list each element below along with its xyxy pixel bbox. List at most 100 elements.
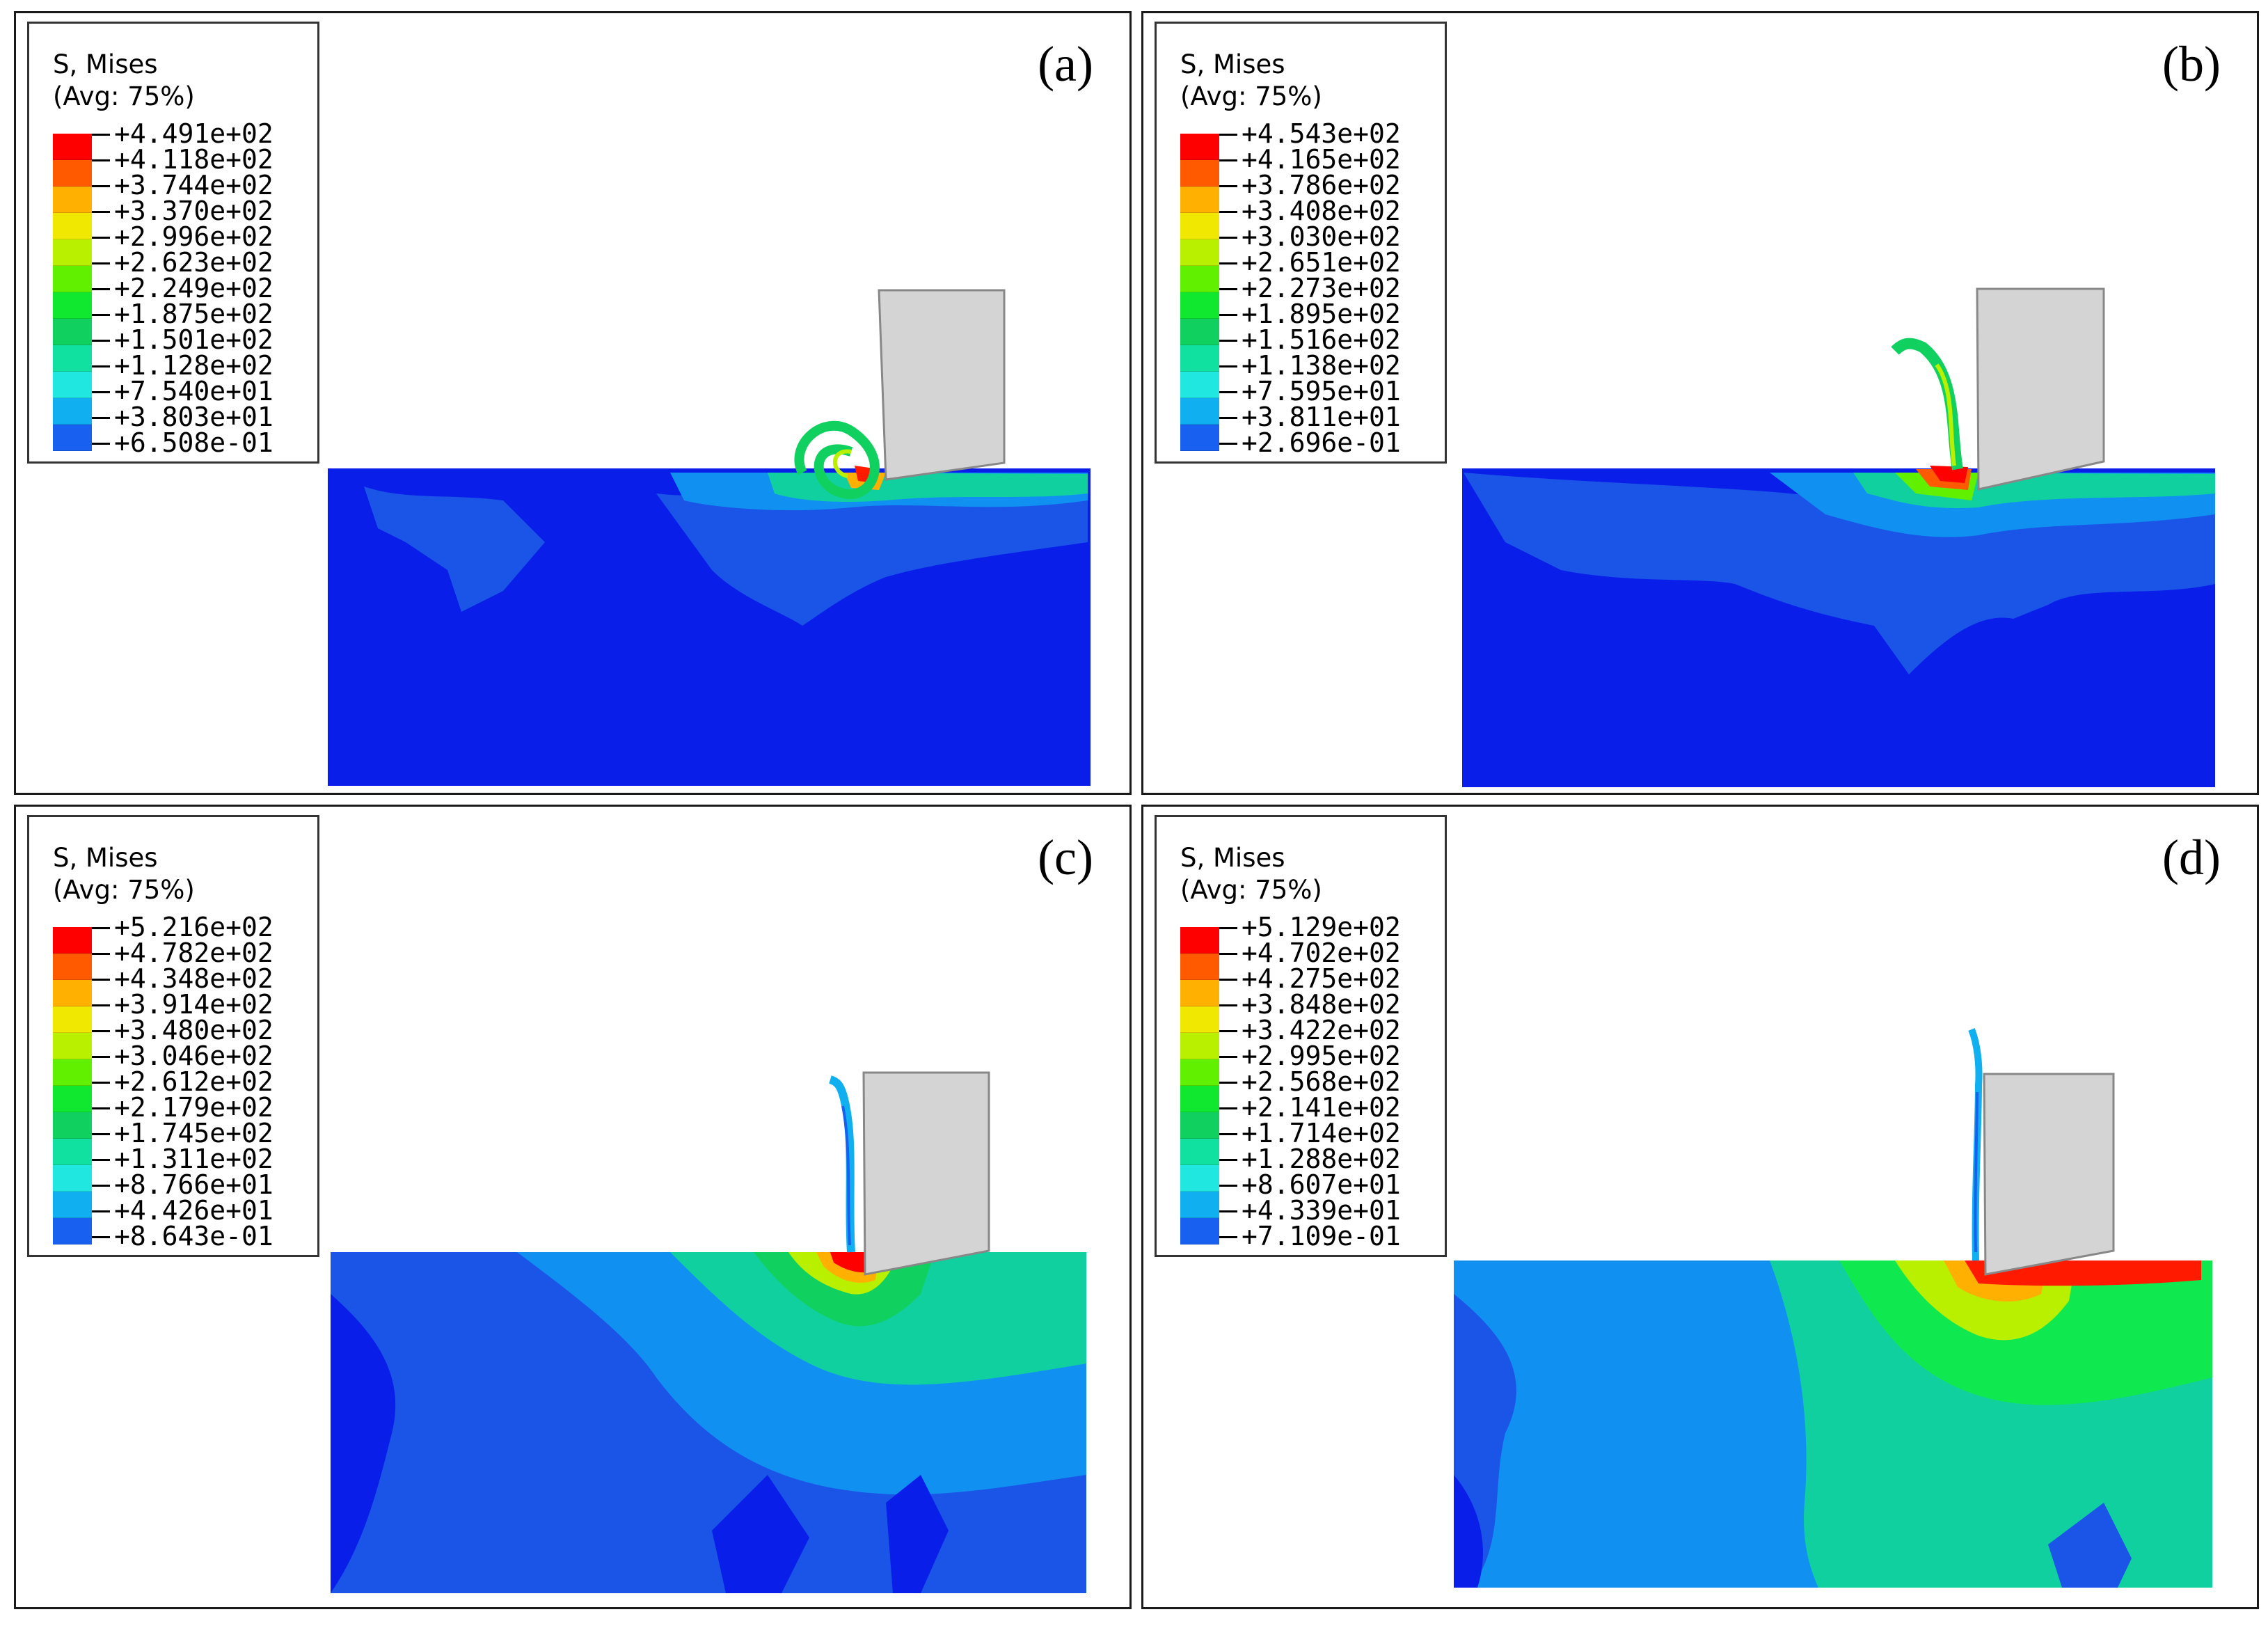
legend-value: +2.612e+02 bbox=[79, 1068, 273, 1095]
color-swatch bbox=[53, 319, 92, 345]
legend-value: +5.129e+02 bbox=[1207, 914, 1401, 940]
legend-values: +4.543e+02 +4.165e+02 +3.786e+02 +3.408e+02… bbox=[1207, 120, 1401, 456]
chip bbox=[794, 420, 880, 500]
legend-value: +2.179e+02 bbox=[79, 1094, 273, 1121]
color-swatch bbox=[1180, 345, 1219, 372]
panel-label: (a) bbox=[1038, 36, 1093, 92]
color-swatch bbox=[53, 1139, 92, 1165]
chip bbox=[841, 1105, 851, 1246]
color-swatch bbox=[1180, 1033, 1219, 1059]
legend-value: +4.348e+02 bbox=[79, 965, 273, 992]
chip bbox=[1891, 338, 1963, 471]
legend-value: +4.118e+02 bbox=[79, 146, 273, 173]
legend-value: +4.165e+02 bbox=[1207, 146, 1401, 173]
stress-contour bbox=[1454, 1475, 1483, 1588]
color-swatch bbox=[53, 1112, 92, 1139]
color-swatch bbox=[53, 398, 92, 425]
stress-field-c bbox=[331, 1071, 1086, 1593]
legend-value: +3.744e+02 bbox=[79, 172, 273, 198]
legend-value: +4.426e+01 bbox=[79, 1197, 273, 1224]
legend: S, Mises (Avg: 75%) +5.216e+02 +4.782e+02… bbox=[27, 815, 319, 1257]
legend-value: +1.745e+02 bbox=[79, 1120, 273, 1146]
legend-title: S, Mises (Avg: 75%) bbox=[53, 843, 195, 905]
panel-b: S, Mises (Avg: 75%) +4.543e+02 +4.165e+02… bbox=[1141, 11, 2259, 795]
legend-value: +2.696e-01 bbox=[1207, 429, 1401, 456]
legend-value: +4.275e+02 bbox=[1207, 965, 1401, 992]
legend-value: +1.138e+02 bbox=[1207, 352, 1401, 379]
color-swatch bbox=[53, 927, 92, 954]
color-swatch bbox=[1180, 954, 1219, 980]
color-swatch bbox=[1180, 1086, 1219, 1112]
stress-contour bbox=[2048, 1503, 2132, 1588]
color-swatch bbox=[1180, 292, 1219, 319]
legend-value: +3.408e+02 bbox=[1207, 198, 1401, 224]
cutting-tool bbox=[878, 289, 1006, 481]
color-swatch bbox=[53, 1086, 92, 1112]
stress-field-a bbox=[328, 289, 1091, 786]
stress-contour bbox=[331, 1294, 396, 1593]
stress-contour bbox=[656, 492, 1088, 626]
stress-field-d bbox=[1454, 1028, 2212, 1588]
color-swatch bbox=[1180, 1218, 1219, 1244]
panel-a: S, Mises (Avg: 75%) +4.491e+02 +4.118e+02… bbox=[14, 11, 1132, 795]
stress-contour bbox=[712, 1475, 809, 1593]
color-swatch bbox=[1180, 1059, 1219, 1086]
legend-value: +2.273e+02 bbox=[1207, 275, 1401, 301]
color-swatch bbox=[53, 954, 92, 980]
color-swatch bbox=[53, 187, 92, 213]
chip bbox=[1935, 363, 1956, 466]
color-swatch bbox=[1180, 398, 1219, 425]
legend-value: +7.540e+01 bbox=[79, 378, 273, 404]
legend-value: +1.311e+02 bbox=[79, 1146, 273, 1172]
legend-value: +4.543e+02 bbox=[1207, 120, 1401, 147]
stress-field-b bbox=[1462, 287, 2215, 787]
legend-value: +3.030e+02 bbox=[1207, 223, 1401, 250]
stress-contour bbox=[1930, 466, 1968, 483]
cutting-tool bbox=[862, 1071, 990, 1276]
color-swatch bbox=[53, 1192, 92, 1218]
legend-value: +2.623e+02 bbox=[79, 249, 273, 276]
legend-value: +3.422e+02 bbox=[1207, 1017, 1401, 1043]
stress-contour bbox=[364, 487, 545, 612]
color-swatch bbox=[53, 1059, 92, 1086]
color-bar bbox=[1180, 134, 1219, 451]
legend-title: S, Mises (Avg: 75%) bbox=[1180, 843, 1322, 905]
legend-value: +4.339e+01 bbox=[1207, 1197, 1401, 1224]
stress-contour bbox=[886, 1475, 949, 1593]
legend-value: +1.516e+02 bbox=[1207, 326, 1401, 353]
legend: S, Mises (Avg: 75%) +4.543e+02 +4.165e+02… bbox=[1155, 22, 1447, 464]
color-swatch bbox=[53, 266, 92, 292]
legend-value: +3.803e+01 bbox=[79, 404, 273, 430]
cutting-tool bbox=[1976, 287, 2105, 491]
legend-values: +4.491e+02 +4.118e+02 +3.744e+02 +3.370e+02… bbox=[79, 120, 273, 456]
legend-value: +8.643e-01 bbox=[79, 1223, 273, 1249]
color-swatch bbox=[1180, 239, 1219, 266]
cutting-tool bbox=[1983, 1073, 2115, 1276]
legend-value: +1.895e+02 bbox=[1207, 301, 1401, 327]
color-swatch bbox=[53, 1006, 92, 1033]
legend-value: +4.782e+02 bbox=[79, 940, 273, 966]
legend-value: +5.216e+02 bbox=[79, 914, 273, 940]
color-swatch bbox=[53, 239, 92, 266]
color-swatch bbox=[53, 345, 92, 372]
color-swatch bbox=[1180, 1139, 1219, 1165]
color-bar bbox=[53, 927, 92, 1244]
legend-value: +1.875e+02 bbox=[79, 301, 273, 327]
color-swatch bbox=[1180, 1192, 1219, 1218]
legend-value: +8.607e+01 bbox=[1207, 1171, 1401, 1198]
legend-value: +1.714e+02 bbox=[1207, 1120, 1401, 1146]
legend-value: +3.370e+02 bbox=[79, 198, 273, 224]
color-swatch bbox=[53, 980, 92, 1006]
legend-value: +3.848e+02 bbox=[1207, 991, 1401, 1018]
legend-value: +6.508e-01 bbox=[79, 429, 273, 456]
legend-values: +5.216e+02 +4.782e+02 +4.348e+02 +3.914e+02… bbox=[79, 914, 273, 1249]
legend-value: +1.288e+02 bbox=[1207, 1146, 1401, 1172]
legend-value: +2.249e+02 bbox=[79, 275, 273, 301]
legend-value: +3.811e+01 bbox=[1207, 404, 1401, 430]
legend-value: +3.046e+02 bbox=[79, 1043, 273, 1069]
legend-value: +3.786e+02 bbox=[1207, 172, 1401, 198]
color-swatch bbox=[53, 1033, 92, 1059]
color-swatch bbox=[1180, 160, 1219, 187]
legend-value: +1.501e+02 bbox=[79, 326, 273, 353]
color-bar bbox=[53, 134, 92, 451]
